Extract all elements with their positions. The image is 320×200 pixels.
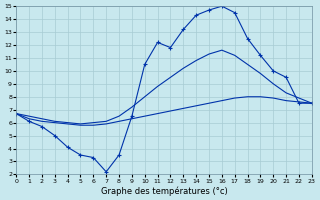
X-axis label: Graphe des températures (°c): Graphe des températures (°c) [101, 186, 228, 196]
